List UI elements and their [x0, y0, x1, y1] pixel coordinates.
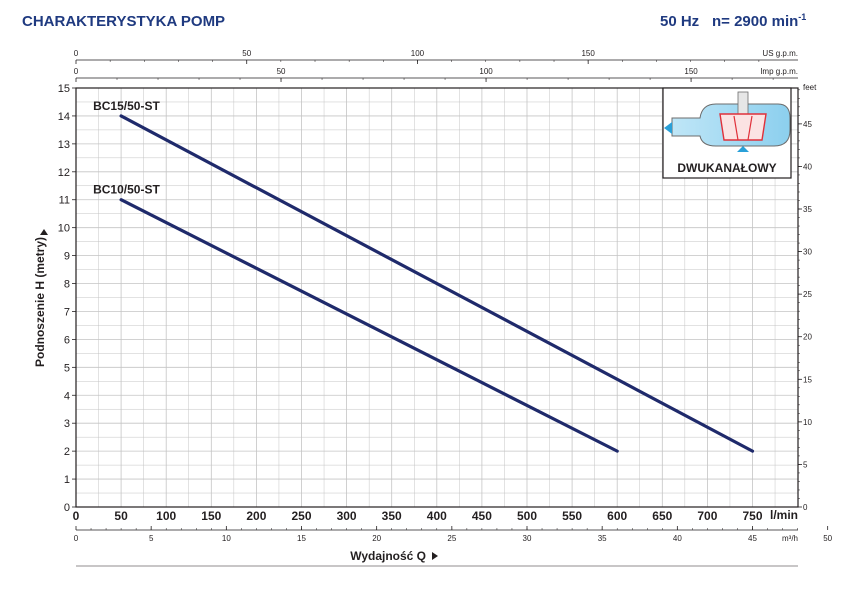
feet-tick-label: 20: [803, 333, 812, 342]
speed-value: n= 2900 min: [712, 13, 798, 30]
series-label-2: BC10/50-ST: [93, 183, 160, 197]
outflow-arrow-icon: [664, 122, 672, 134]
x-tick-label: 0: [73, 509, 80, 523]
us-gpm-tick-label: 0: [74, 49, 79, 58]
bottom-axes: m³/h: [76, 529, 798, 567]
m3h-tick-label: 20: [372, 534, 381, 543]
series-group: BC15/50-ST BC10/50-ST: [93, 99, 755, 453]
two-channel-impeller-icon: DWUKANAŁOWY: [662, 87, 792, 179]
imp-gpm-tick-label: 0: [74, 67, 79, 76]
imp-gpm-tick-label: 100: [479, 67, 493, 76]
y-tick-label: 8: [64, 279, 70, 291]
series-line-1: [119, 114, 755, 453]
impeller-type-label: DWUKANAŁOWY: [677, 161, 776, 175]
feet-tick-label: 15: [803, 375, 812, 384]
x-tick-label: 50: [114, 509, 128, 523]
us-gpm-tick-label: 100: [411, 49, 425, 58]
chart-title: CHARAKTERYSTYKA POMP: [22, 13, 225, 30]
imp-gpm-unit: Imp g.p.m.: [760, 67, 798, 76]
y-tick-label: 13: [58, 139, 70, 151]
x-tick-label: 650: [652, 509, 672, 523]
x-tick-label: 200: [246, 509, 266, 523]
y-axis-arrow-icon: [40, 229, 48, 235]
y-tick-label: 1: [64, 474, 70, 486]
y-tick-label: 9: [64, 251, 70, 263]
grid-lines: [76, 88, 798, 507]
y-tick-label: 15: [58, 83, 70, 95]
series-label-1: BC15/50-ST: [93, 99, 160, 113]
imp-gpm-tick-label: 50: [277, 67, 286, 76]
x-axis-arrow-icon: [432, 552, 438, 560]
y-tick-label: 4: [64, 390, 70, 402]
us-gpm-unit: US g.p.m.: [762, 49, 798, 58]
impeller-vane-right: [747, 115, 753, 141]
x-tick-label: 150: [201, 509, 221, 523]
m3h-tick-label: 50: [823, 534, 832, 543]
feet-tick-label: 30: [803, 248, 812, 257]
feet-tick-label: 45: [803, 120, 812, 129]
m3h-tick-label: 35: [598, 534, 607, 543]
speed-label: n= 2900 min-1: [712, 12, 806, 30]
us-gpm-tick-label: 50: [242, 49, 251, 58]
x-tick-label: 100: [156, 509, 176, 523]
x-unit-label: l/min: [770, 508, 798, 522]
feet-unit: feet: [803, 83, 817, 92]
y-axis-title: Podnoszenie H (metry): [33, 237, 47, 367]
x-tick-label: 450: [472, 509, 492, 523]
feet-tick-label: 0: [803, 503, 808, 512]
m3h-tick-label: 30: [523, 534, 532, 543]
y-tick-label: 3: [64, 418, 70, 430]
x-tick-label: 400: [427, 509, 447, 523]
y-tick-label: 11: [59, 195, 70, 207]
frequency-label: 50 Hz: [660, 13, 699, 30]
top-axes: US g.p.m. Imp g.p.m.: [76, 49, 798, 79]
x-tick-label: 600: [607, 509, 627, 523]
x-tick-label: 700: [697, 509, 717, 523]
y-tick-label: 5: [64, 362, 70, 374]
speed-exponent: -1: [798, 12, 806, 22]
m3h-tick-label: 0: [74, 534, 79, 543]
plot-frame: [75, 87, 799, 508]
m3h-unit: m³/h: [782, 534, 798, 543]
m3h-tick-label: 45: [748, 534, 757, 543]
x-tick-label: 750: [742, 509, 762, 523]
y-tick-label: 2: [64, 446, 70, 458]
feet-tick-label: 40: [803, 162, 812, 171]
x-tick-label: 300: [337, 509, 357, 523]
m3h-tick-label: 10: [222, 534, 231, 543]
x-tick-labels: 0 50 100 150 200 250 300 350 400 450 500 550 600 650 7…: [73, 509, 763, 523]
y-tick-label: 14: [58, 111, 70, 123]
m3h-tick-label: 15: [297, 534, 306, 543]
y-tick-label: 12: [58, 167, 70, 179]
impeller-vane-left: [733, 115, 739, 141]
y-tick-label: 10: [58, 223, 70, 235]
m3h-tick-label: 40: [673, 534, 682, 543]
imp-gpm-tick-label: 150: [684, 67, 698, 76]
x-axis-title: Wydajność Q: [350, 549, 426, 563]
y-tick-label: 7: [64, 306, 70, 318]
inflow-arrow-icon: [737, 146, 749, 152]
series-line-2: [119, 198, 619, 453]
x-tick-label: 250: [291, 509, 311, 523]
feet-tick-label: 25: [803, 290, 812, 299]
feet-tick-label: 10: [803, 418, 812, 427]
x-tick-label: 500: [517, 509, 537, 523]
us-gpm-tick-label: 150: [581, 49, 595, 58]
m3h-tick-label: 5: [149, 534, 154, 543]
pump-shaft-shape: [737, 91, 749, 115]
feet-tick-label: 5: [803, 460, 808, 469]
feet-tick-label: 35: [803, 205, 812, 214]
x-tick-label: 350: [382, 509, 402, 523]
x-tick-label: 550: [562, 509, 582, 523]
y-tick-label: 6: [64, 334, 70, 346]
m3h-tick-label: 25: [447, 534, 456, 543]
impeller-shape: [719, 113, 767, 141]
y-tick-label: 0: [64, 502, 70, 514]
